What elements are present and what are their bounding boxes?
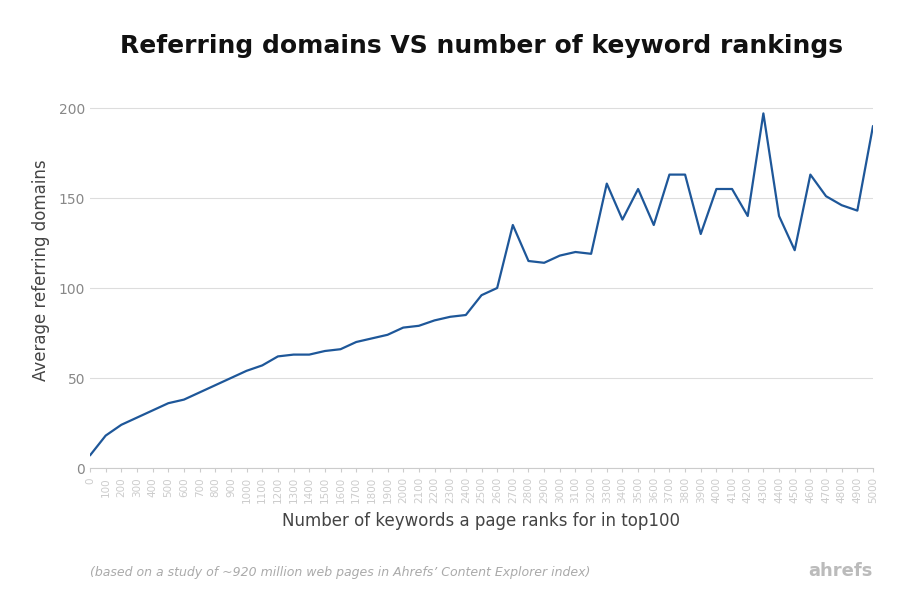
Text: (based on a study of ~920 million web pages in Ahrefs’ Content Explorer index): (based on a study of ~920 million web pa…	[90, 566, 590, 579]
X-axis label: Number of keywords a page ranks for in top100: Number of keywords a page ranks for in t…	[283, 512, 680, 530]
Text: ahrefs: ahrefs	[808, 562, 873, 580]
Title: Referring domains VS number of keyword rankings: Referring domains VS number of keyword r…	[120, 34, 843, 58]
Y-axis label: Average referring domains: Average referring domains	[32, 159, 50, 381]
